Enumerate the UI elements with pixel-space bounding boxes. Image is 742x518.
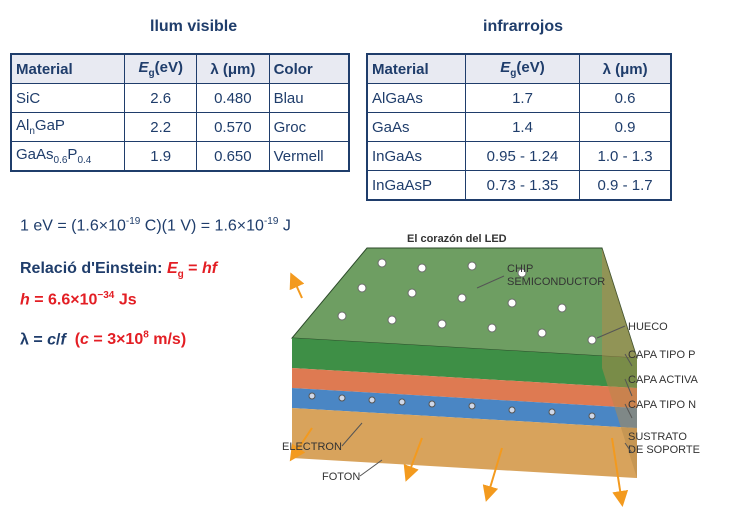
table-row: SiC 2.6 0.480 Blau — [10, 83, 350, 113]
lambda-cell: 0.9 - 1.7 — [579, 170, 672, 201]
material-cell: GaAs0.6P0.4 — [10, 141, 126, 172]
ev-conversion: 1 eV = (1.6×10-19 C)(1 V) = 1.6×10-19 J — [20, 216, 291, 235]
c-value: (c = 3×108 m/s) — [74, 330, 187, 349]
electrons — [308, 392, 596, 420]
svg-text:SUSTRATO: SUSTRATO — [628, 431, 687, 443]
visible-title: llum visible — [150, 18, 238, 35]
infrared-table: Material Eg(eV) λ (μm) AlGaAs 1.7 0.6 Ga… — [366, 53, 672, 201]
header-color: Color — [268, 53, 350, 84]
infrared-header-row: Material Eg(eV) λ (μm) — [366, 53, 672, 84]
eg-cell: 1.4 — [464, 112, 581, 142]
svg-text:FOTON: FOTON — [322, 471, 360, 483]
header-eg: Eg(eV) — [124, 53, 198, 84]
material-cell: InGaAs — [366, 141, 466, 171]
header-material: Material — [10, 53, 126, 84]
einstein-label: Relació d'Einstein: — [20, 260, 163, 277]
header-eg: Eg(eV) — [464, 53, 581, 84]
photon-arrows — [289, 272, 629, 507]
lambda-cell: 0.480 — [196, 83, 270, 113]
diagram-title: El corazón del LED — [407, 233, 507, 245]
visible-table: Material Eg(eV) λ (μm) Color SiC 2.6 0.4… — [10, 53, 350, 172]
svg-text:CAPA ACTIVA: CAPA ACTIVA — [628, 374, 699, 386]
lambda-cell: 0.9 — [579, 112, 672, 142]
layer-n-front — [292, 388, 637, 428]
diagram-labels: CHIP SEMICONDUCTOR HUECO CAPA TIPO P CAP… — [282, 263, 700, 483]
svg-text:CAPA TIPO P: CAPA TIPO P — [628, 349, 695, 361]
table-row: GaAs0.6P0.4 1.9 0.650 Vermell — [10, 141, 350, 172]
table-row: AlnGaP 2.2 0.570 Groc — [10, 112, 350, 142]
svg-text:CAPA TIPO N: CAPA TIPO N — [628, 399, 696, 411]
color-cell: Groc — [268, 112, 350, 142]
lambda-cell: 0.6 — [579, 83, 672, 113]
material-cell: GaAs — [366, 112, 466, 142]
eg-cell: 1.7 — [464, 83, 581, 113]
material-cell: AlnGaP — [10, 112, 126, 142]
layer-active-front — [292, 368, 637, 408]
eg-cell: 2.2 — [124, 112, 198, 142]
lambda-cell: 0.650 — [196, 141, 270, 172]
header-lambda: λ (μm) — [579, 53, 672, 84]
layer-p-front — [292, 338, 637, 388]
table-row: AlGaAs 1.7 0.6 — [366, 83, 672, 113]
einstein-formula: Eg = hf — [166, 260, 218, 280]
planck-constant: h = 6.6×10−34 Js — [20, 290, 137, 309]
visible-header-row: Material Eg(eV) λ (μm) Color — [10, 53, 350, 84]
color-cell: Vermell — [268, 141, 350, 172]
chip-right-face — [602, 248, 637, 478]
svg-text:SEMICONDUCTOR: SEMICONDUCTOR — [507, 276, 605, 288]
svg-text:DE SOPORTE: DE SOPORTE — [628, 444, 700, 456]
color-cell: Blau — [268, 83, 350, 113]
lambda-equation: λ = c/f (c = 3×108 m/s) — [20, 330, 187, 349]
lambda-cell: 1.0 - 1.3 — [579, 141, 672, 171]
eg-cell: 0.95 - 1.24 — [464, 141, 581, 171]
eg-cell: 2.6 — [124, 83, 198, 113]
svg-text:HUECO: HUECO — [628, 321, 668, 333]
lambda-cell: 0.570 — [196, 112, 270, 142]
material-cell: AlGaAs — [366, 83, 466, 113]
material-cell: InGaAsP — [366, 170, 466, 201]
eg-cell: 0.73 - 1.35 — [464, 170, 581, 201]
holes — [337, 258, 597, 345]
led-diagram: El corazón del LED CHIP SEMICONDUCTOR HU… — [282, 233, 700, 507]
svg-text:ELECTRON: ELECTRON — [282, 441, 342, 453]
table-row: InGaAsP 0.73 - 1.35 0.9 - 1.7 — [366, 170, 672, 201]
infrared-title: infrarrojos — [483, 18, 564, 35]
table-row: GaAs 1.4 0.9 — [366, 112, 672, 142]
svg-text:CHIP: CHIP — [507, 263, 533, 275]
substrate-front — [292, 408, 637, 478]
header-lambda: λ (μm) — [196, 53, 270, 84]
einstein-relation: Relació d'Einstein: Eg = hf — [20, 260, 217, 280]
material-cell: SiC — [10, 83, 126, 113]
table-row: InGaAs 0.95 - 1.24 1.0 - 1.3 — [366, 141, 672, 171]
header-material: Material — [366, 53, 466, 84]
eg-cell: 1.9 — [124, 141, 198, 172]
